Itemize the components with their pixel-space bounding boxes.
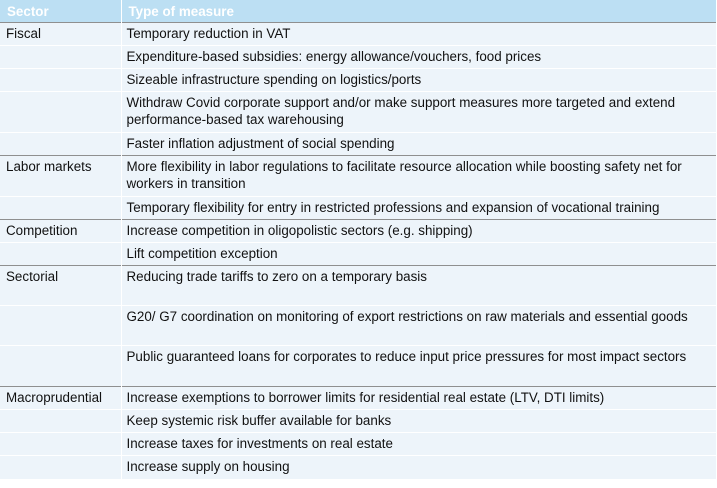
sector-cell [0,242,122,266]
table-row: Expenditure-based subsidies: energy allo… [0,45,717,69]
measure-cell: Sizeable infrastructure spending on logi… [121,68,717,92]
measure-cell: G20/ G7 coordination on monitoring of ex… [121,305,717,346]
sector-cell [0,45,122,69]
table-row: Increase taxes for investments on real e… [0,432,717,456]
sector-cell: Fiscal [0,22,122,46]
measure-cell: Withdraw Covid corporate support and/or … [121,91,717,133]
table-row: G20/ G7 coordination on monitoring of ex… [0,305,717,346]
sector-cell [0,196,122,220]
sector-cell [0,432,122,456]
table-row: Lift competition exception [0,242,717,266]
table-row: Public guaranteed loans for corporates t… [0,345,717,387]
measure-cell: Lift competition exception [121,242,717,266]
sector-cell [0,91,122,133]
table-row: Withdraw Covid corporate support and/or … [0,91,717,133]
measure-cell: Temporary flexibility for entry in restr… [121,196,717,220]
measure-cell: Increase supply on housing [121,455,717,479]
sector-cell [0,455,122,479]
sector-cell [0,68,122,92]
sector-cell: Competition [0,219,122,243]
measure-cell: Reducing trade tariffs to zero on a temp… [121,265,717,306]
table-row: Labor markets More flexibility in labor … [0,155,717,197]
measure-cell: More flexibility in labor regulations to… [121,155,717,197]
sector-cell [0,305,122,346]
measure-cell: Public guaranteed loans for corporates t… [121,345,717,387]
measure-cell: Increase taxes for investments on real e… [121,432,717,456]
table-row: Keep systemic risk buffer available for … [0,409,717,433]
table-row: Sectorial Reducing trade tariffs to zero… [0,265,717,306]
table-row: Macroprudential Increase exemptions to b… [0,386,717,410]
measure-cell: Increase exemptions to borrower limits f… [121,386,717,410]
sector-cell: Labor markets [0,155,122,197]
table-row: Faster inflation adjustment of social sp… [0,132,717,156]
measure-cell: Temporary reduction in VAT [121,22,717,46]
table-row: Fiscal Temporary reduction in VAT [0,22,717,46]
header-measure: Type of measure [121,0,717,23]
measure-cell: Expenditure-based subsidies: energy allo… [121,45,717,69]
sector-cell [0,409,122,433]
sector-cell: Macroprudential [0,386,122,410]
table-row: Sizeable infrastructure spending on logi… [0,68,717,92]
table-row: Competition Increase competition in olig… [0,219,717,243]
sector-cell [0,345,122,387]
measure-cell: Keep systemic risk buffer available for … [121,409,717,433]
header-sector: Sector [0,0,122,23]
header-row: Sector Type of measure [0,0,717,23]
sector-cell [0,132,122,156]
table-row: Increase supply on housing [0,455,717,479]
measure-cell: Faster inflation adjustment of social sp… [121,132,717,156]
sector-cell: Sectorial [0,265,122,306]
measure-cell: Increase competition in oligopolistic se… [121,219,717,243]
table-row: Temporary flexibility for entry in restr… [0,196,717,220]
